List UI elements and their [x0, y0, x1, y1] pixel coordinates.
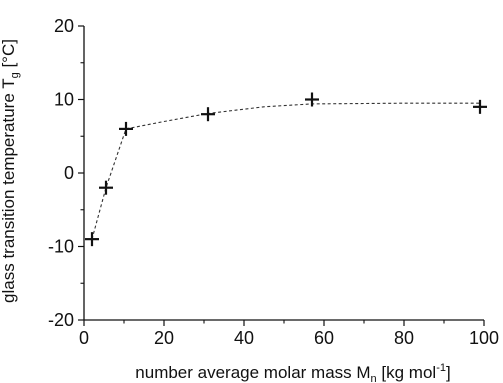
x-tick-label: 100 [469, 328, 499, 348]
data-point [201, 107, 215, 122]
data-point [305, 92, 319, 107]
x-tick-label: 80 [394, 328, 414, 348]
x-axis-label: number average molar mass Mn [kg mol-1] [135, 362, 450, 383]
data-point [99, 180, 113, 195]
data-points [85, 92, 487, 247]
x-tick-label: 40 [234, 328, 254, 348]
data-point [473, 99, 487, 114]
y-axis-label: glass transition temperature Tg [°C] [0, 39, 21, 303]
data-point [85, 232, 99, 247]
y-tick-label: -20 [48, 310, 74, 330]
y-tick-label: 0 [64, 163, 74, 183]
fit-curve [91, 102, 480, 240]
y-tick-label: 10 [54, 90, 74, 110]
x-tick-label: 0 [79, 328, 89, 348]
y-tick-label: -10 [48, 237, 74, 257]
fit-curve-layer [91, 102, 480, 240]
ticks: 0 20 40 60 80 100 -20 -10 0 10 20 [48, 16, 499, 348]
axes [83, 26, 484, 321]
x-tick-label: 20 [154, 328, 174, 348]
y-tick-label: 20 [54, 16, 74, 36]
x-tick-label: 60 [314, 328, 334, 348]
data-point [119, 121, 133, 136]
